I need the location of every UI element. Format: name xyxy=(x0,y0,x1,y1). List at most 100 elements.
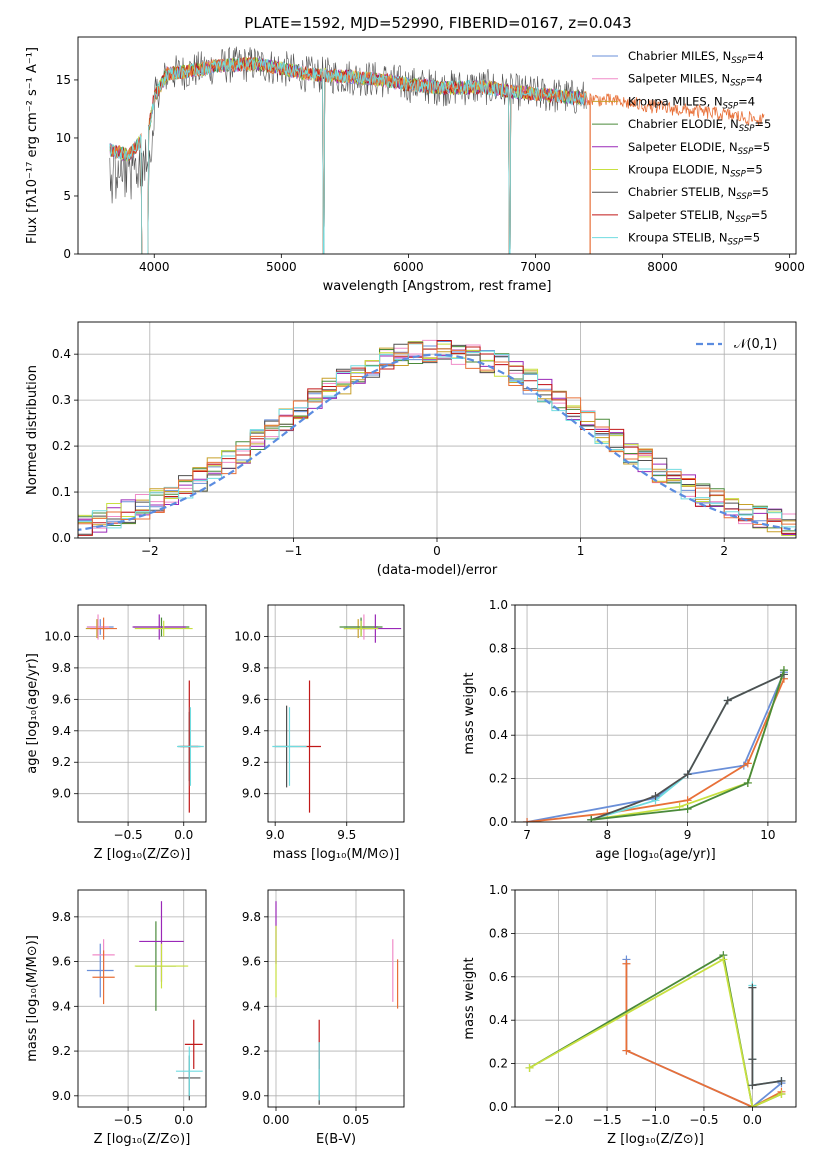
y-tick-label: 1.0 xyxy=(489,883,508,897)
x-tick-label: −1 xyxy=(285,544,303,558)
x-tick-label: 0.0 xyxy=(743,1113,762,1127)
weight_vs_Z-plot-area xyxy=(525,951,786,1107)
y-tick-label: 0.4 xyxy=(489,728,508,742)
age_vs_mass-axes: 9.0 9.5 9.0 9.2 9.4 9.6 9.8 10.0 mass [log₁₀(M/M… xyxy=(234,604,405,862)
y-axis-label: mass weight xyxy=(462,672,477,754)
age_vs_Z-axes: −0.5 0.0 9.0 9.2 9.4 9.6 9.8 10.0 Z [log₁₀(Z/Z⊙)… xyxy=(25,604,207,862)
mass_vs_ebv-axes: 0.00 0.05 9.0 9.2 9.4 9.6 9.8 E(B-V) xyxy=(242,889,405,1147)
y-tick-label: 0.2 xyxy=(52,439,71,453)
y-tick-label: 9.2 xyxy=(242,755,261,769)
y-tick-label: 9.4 xyxy=(52,724,71,738)
y-tick-label: 0.4 xyxy=(52,347,71,361)
y-tick-label: 15 xyxy=(56,73,71,87)
y-tick-label: 9.0 xyxy=(52,1089,71,1103)
legend-entry: 𝒩(0,1) xyxy=(734,337,777,352)
x-tick-label: 6000 xyxy=(393,260,424,274)
x-tick-label: 4000 xyxy=(139,260,170,274)
axes-frame xyxy=(77,36,797,255)
x-tick-label: 10 xyxy=(760,828,775,842)
series-line xyxy=(625,963,782,1107)
y-tick-label: 9.2 xyxy=(52,1044,71,1058)
series-marker xyxy=(622,1046,631,1055)
y-tick-label: 0.3 xyxy=(52,393,71,407)
y-tick-label: 9.2 xyxy=(52,755,71,769)
series-line xyxy=(591,669,785,821)
x-tick-label: 9.0 xyxy=(266,828,285,842)
residuals-axes: −2 −1 0 1 2 0.0 0.1 0.2 0.3 0.4 (data-model)/error… xyxy=(25,321,797,578)
x-tick-label: −1.5 xyxy=(592,1113,621,1127)
axes-frame xyxy=(514,604,797,823)
axes-frame xyxy=(267,889,405,1108)
series-marker xyxy=(651,791,660,800)
age_vs_mass-plot-area xyxy=(272,614,402,813)
y-tick-label: 5 xyxy=(63,189,71,203)
spectrum-plot-area xyxy=(109,46,765,254)
chart-panels: 4000 5000 6000 7000 8000 9000051015wavelength… xyxy=(25,36,805,1147)
series-marker xyxy=(748,1081,757,1090)
y-tick-label: 0.0 xyxy=(489,1100,508,1114)
mass_vs_ebv-plot-area xyxy=(275,901,399,1105)
series-marker xyxy=(748,983,757,992)
y-tick-label: 9.6 xyxy=(52,955,71,969)
y-tick-label: 9.6 xyxy=(242,955,261,969)
x-axis-label: age [log₁₀(age/yr)] xyxy=(595,847,716,862)
x-tick-label: −2.0 xyxy=(544,1113,573,1127)
axes-frame xyxy=(514,889,797,1108)
x-axis-label: E(B-V) xyxy=(316,1132,356,1147)
x-tick-label: 7 xyxy=(523,828,531,842)
y-tick-label: 9.6 xyxy=(242,692,261,706)
residuals-plot-area xyxy=(78,339,796,537)
spectrum-line xyxy=(109,57,587,254)
figure-title: PLATE=1592, MJD=52990, FIBERID=0167, z=0… xyxy=(244,14,631,32)
x-tick-label: 8000 xyxy=(647,260,678,274)
legend-entry: Chabrier ELODIE, NSSP=5 xyxy=(628,117,771,134)
y-tick-label: 9.8 xyxy=(242,910,261,924)
y-tick-label: 9.0 xyxy=(242,1089,261,1103)
y-axis-label: age [log₁₀(age/yr)] xyxy=(25,653,40,774)
x-tick-label: 0 xyxy=(433,544,441,558)
x-tick-label: 8 xyxy=(604,828,612,842)
y-tick-label: 9.8 xyxy=(52,910,71,924)
y-tick-label: 0.8 xyxy=(489,641,508,655)
y-tick-label: 0.2 xyxy=(489,772,508,786)
axes-frame xyxy=(77,889,207,1108)
axes-frame xyxy=(77,604,207,823)
y-tick-label: 0 xyxy=(63,247,71,261)
x-axis-label: wavelength [Angstrom, rest frame] xyxy=(323,279,552,294)
y-tick-label: 9.4 xyxy=(242,999,261,1013)
y-tick-label: 9.0 xyxy=(52,787,71,801)
y-tick-label: 9.2 xyxy=(242,1044,261,1058)
x-axis-label: (data-model)/error xyxy=(377,563,498,578)
y-tick-label: 0.0 xyxy=(489,815,508,829)
weight_vs_age-axes: 7 8 9 10 0.0 0.2 0.4 0.6 0.8 1.0 age [log₁₀(age/yr… xyxy=(462,598,797,862)
mass_vs_Z-plot-area xyxy=(86,901,203,1101)
legend-entry: Kroupa STELIB, NSSP=5 xyxy=(628,231,760,248)
y-tick-label: 0.1 xyxy=(52,485,71,499)
x-tick-label: 7000 xyxy=(520,260,551,274)
y-axis-label: Normed distribution xyxy=(25,365,40,495)
y-axis-label: Flux [fλ10⁻¹⁷ erg cm⁻² s⁻¹ A⁻¹] xyxy=(25,47,40,244)
x-tick-label: 9.5 xyxy=(337,828,356,842)
series-line xyxy=(529,958,782,1107)
y-tick-label: 9.0 xyxy=(242,787,261,801)
series-line xyxy=(751,987,782,1087)
x-tick-label: −2 xyxy=(141,544,159,558)
series-marker xyxy=(777,1076,786,1085)
y-axis-label: mass weight xyxy=(462,957,477,1039)
normal-reference-line xyxy=(78,353,796,532)
age_vs_Z-plot-area xyxy=(85,614,204,813)
axes-frame xyxy=(267,604,405,823)
y-tick-label: 9.4 xyxy=(242,724,261,738)
legend-entry: Kroupa MILES, NSSP=4 xyxy=(628,94,755,111)
y-tick-label: 9.8 xyxy=(52,661,71,675)
weight_vs_age-plot-area xyxy=(523,666,788,822)
legend-entry: Salpeter MILES, NSSP=4 xyxy=(628,72,763,89)
x-tick-label: 2 xyxy=(720,544,728,558)
series-marker xyxy=(723,696,732,705)
y-tick-label: 0.2 xyxy=(489,1057,508,1071)
series-marker xyxy=(683,770,692,779)
x-axis-label: Z [log₁₀(Z/Z⊙)] xyxy=(607,1132,704,1147)
series-marker xyxy=(683,804,692,813)
x-tick-label: −1.0 xyxy=(641,1113,670,1127)
